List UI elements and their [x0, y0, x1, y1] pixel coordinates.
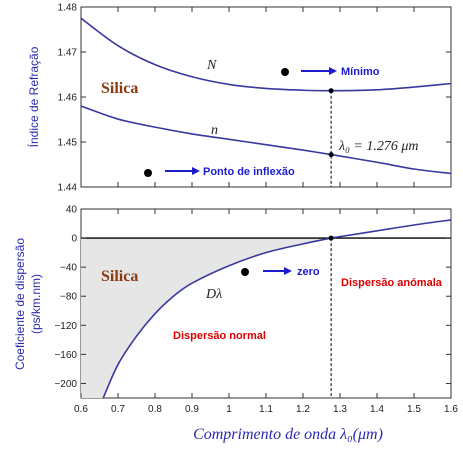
series-line-N: [80, 17, 452, 92]
silica-label-top: Silica: [101, 80, 138, 97]
dispersion-plot: 40 0 −40 −80 −120 −160 −200 0.6 0.7 0.8 0.9 1 1.1 1.2…: [54, 205, 458, 416]
x-tick-label: 0.6: [74, 404, 88, 415]
refractive-index-plot: 1.44 1.45 1.46 1.47 1.48: [58, 3, 452, 194]
x-tick-label: 1.5: [407, 404, 421, 415]
bottom-y-axis-unit: (ps/km.nm): [29, 274, 43, 334]
curve-label-N: N: [206, 58, 217, 73]
bottom-y-tick-label: −200: [54, 379, 77, 390]
x-tick-label: 1.2: [296, 404, 310, 415]
series-line-n: [80, 105, 452, 175]
top-plot-frame: [80, 6, 452, 188]
top-y-tick-label: 1.48: [58, 3, 78, 14]
curve-label-D: Dλ: [205, 287, 222, 302]
zero-arrow-head: [284, 267, 292, 275]
top-y-tick-label: 1.47: [58, 48, 78, 59]
inflection-dot: [144, 169, 152, 177]
x-tick-label: 1.6: [444, 404, 458, 415]
normal-label: Dispersão normal: [173, 330, 266, 342]
normal-dispersion-area: [81, 238, 332, 398]
lambda0-label: λ₀ = 1.276 μm: [338, 139, 419, 154]
zero-label: zero: [297, 266, 320, 278]
bottom-y-tick-label: −160: [54, 350, 77, 361]
x-tick-label: 0.7: [111, 404, 125, 415]
x-tick-label: 1.4: [370, 404, 384, 415]
x-tick-label: 1.1: [259, 404, 273, 415]
bottom-y-axis-title: Coeficiente de dispersão: [13, 238, 27, 370]
minimum-arrow-head: [329, 67, 337, 75]
inflection-arrow-head: [192, 167, 200, 175]
x-tick-label: 0.8: [148, 404, 162, 415]
anomalous-label: Dispersão anómala: [341, 277, 443, 289]
bottom-y-tick-label: 0: [71, 234, 77, 245]
bottom-y-tick-label: −40: [60, 263, 77, 274]
bottom-y-tick-label: −80: [60, 292, 77, 303]
inflection-label: Ponto de inflexão: [203, 166, 295, 178]
silica-label-bottom: Silica: [101, 268, 138, 285]
x-axis-title: Comprimento de onda λ₀(μm): [193, 426, 383, 443]
n-inflection-point: [328, 152, 334, 158]
arrow-markers: [144, 67, 337, 276]
curve-label-n: n: [211, 123, 218, 138]
zero-dot: [241, 268, 249, 276]
N-minimum-point: [328, 88, 334, 94]
top-y-tick-label: 1.45: [58, 138, 78, 149]
top-y-tick-label: 1.44: [58, 183, 78, 194]
bottom-y-tick-label: 40: [66, 205, 78, 216]
top-y-tick-label: 1.46: [58, 93, 78, 104]
top-y-axis-title: Índice de Refração: [26, 46, 41, 147]
zero-dispersion-point: [328, 235, 334, 241]
x-tick-label: 1.3: [333, 404, 347, 415]
minimum-label: Mínimo: [341, 66, 380, 78]
x-tick-label: 1: [226, 404, 232, 415]
x-tick-label: 0.9: [185, 404, 199, 415]
bottom-y-tick-label: −120: [54, 321, 77, 332]
series-line-D: [102, 219, 452, 399]
minimum-dot: [281, 68, 289, 76]
